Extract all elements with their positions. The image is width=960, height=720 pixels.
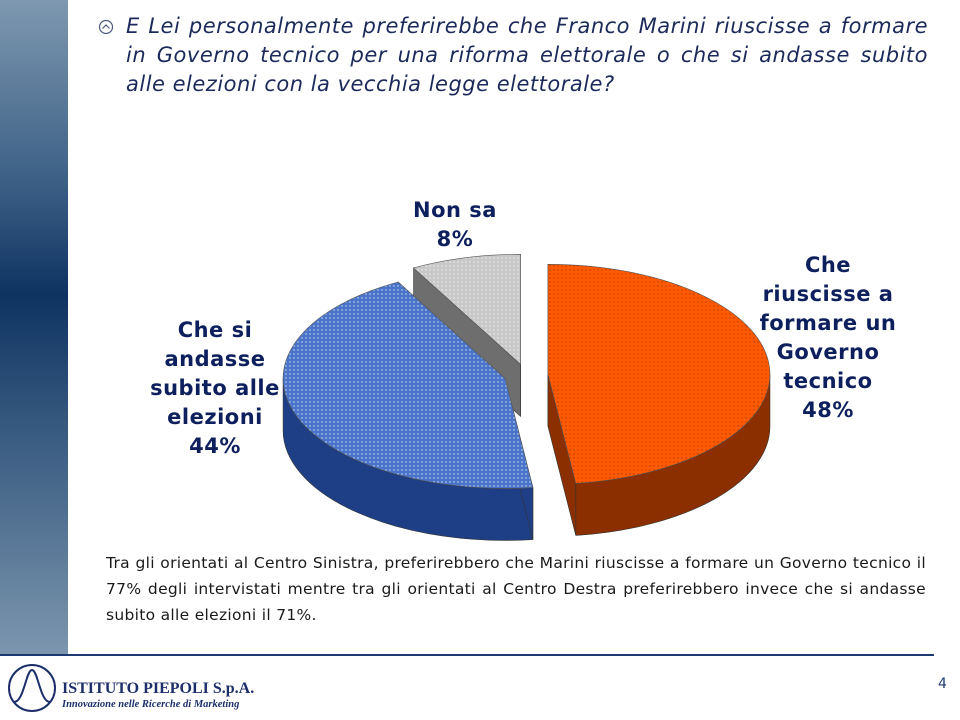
footer-rule xyxy=(0,654,934,656)
question-text: E Lei personalmente preferirebbe che Fra… xyxy=(126,14,928,96)
question: E Lei personalmente preferirebbe che Fra… xyxy=(98,12,928,99)
slice-elezioni xyxy=(282,281,534,489)
brand-name: ISTITUTO PIEPOLI S.p.A. xyxy=(62,680,255,697)
page-number: 4 xyxy=(938,676,947,692)
slice-label-elezioni: Che si andasse subito alle elezioni 44% xyxy=(140,316,290,461)
chevron-bullet-icon xyxy=(98,19,114,35)
logo-mark-icon xyxy=(8,664,56,712)
slice-label-non-sa: Non sa 8% xyxy=(395,196,515,254)
side-bar xyxy=(0,0,68,655)
logo: ISTITUTO PIEPOLI S.p.A. Innovazione nell… xyxy=(6,662,256,714)
note-text: Tra gli orientati al Centro Sinistra, pr… xyxy=(106,554,926,624)
slice-non-sa xyxy=(412,254,521,366)
brand-tagline: Innovazione nelle Ricerche di Marketing xyxy=(62,699,240,710)
slice-value-non-sa: 8% xyxy=(436,227,474,251)
slice-value-governo-tecnico: 48% xyxy=(802,398,854,422)
slice-governo-tecnico xyxy=(547,264,771,484)
slice-label-governo-tecnico: Che riuscisse a formare un Governo tecni… xyxy=(748,251,908,425)
slice-value-elezioni: 44% xyxy=(189,434,241,458)
